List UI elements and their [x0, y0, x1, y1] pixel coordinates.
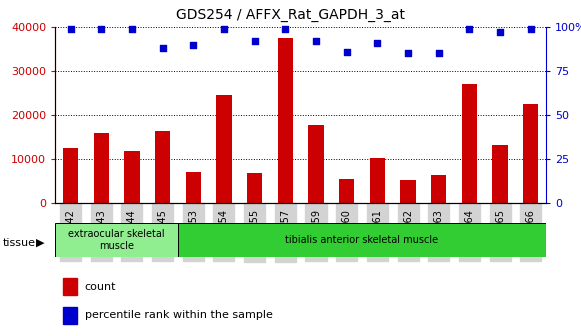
Bar [309, 125, 324, 203]
Point [311, 38, 321, 44]
Point [96, 26, 106, 31]
Bar [247, 173, 262, 203]
Point [219, 26, 228, 31]
Bar [216, 95, 232, 203]
Point [465, 26, 474, 31]
Bar [523, 104, 539, 203]
Bar [155, 130, 170, 203]
Bar [431, 175, 446, 203]
Bar [493, 145, 508, 203]
Point [403, 51, 413, 56]
Bar [63, 307, 77, 324]
Text: percentile rank within the sample: percentile rank within the sample [85, 310, 272, 320]
Bar [124, 151, 139, 203]
Bar [63, 278, 77, 295]
Bar [278, 38, 293, 203]
Point [127, 26, 137, 31]
Point [281, 26, 290, 31]
Point [434, 51, 443, 56]
Bar [185, 171, 201, 203]
Text: tibialis anterior skeletal muscle: tibialis anterior skeletal muscle [285, 235, 439, 245]
Bar [370, 158, 385, 203]
Text: count: count [85, 282, 116, 292]
Text: extraocular skeletal
muscle: extraocular skeletal muscle [68, 229, 165, 251]
Bar [55, 223, 178, 257]
Text: GDS254 / AFFX_Rat_GAPDH_3_at: GDS254 / AFFX_Rat_GAPDH_3_at [176, 8, 405, 23]
Text: ▶: ▶ [36, 238, 45, 248]
Point [496, 30, 505, 35]
Bar [400, 180, 416, 203]
Text: tissue: tissue [3, 238, 36, 248]
Point [158, 45, 167, 51]
Bar [462, 84, 477, 203]
Bar [63, 148, 78, 203]
Point [189, 42, 198, 47]
Point [66, 26, 75, 31]
Bar [94, 133, 109, 203]
Bar [339, 179, 354, 203]
Bar [178, 223, 546, 257]
Point [526, 26, 536, 31]
Point [373, 40, 382, 45]
Point [250, 38, 259, 44]
Point [342, 49, 352, 54]
